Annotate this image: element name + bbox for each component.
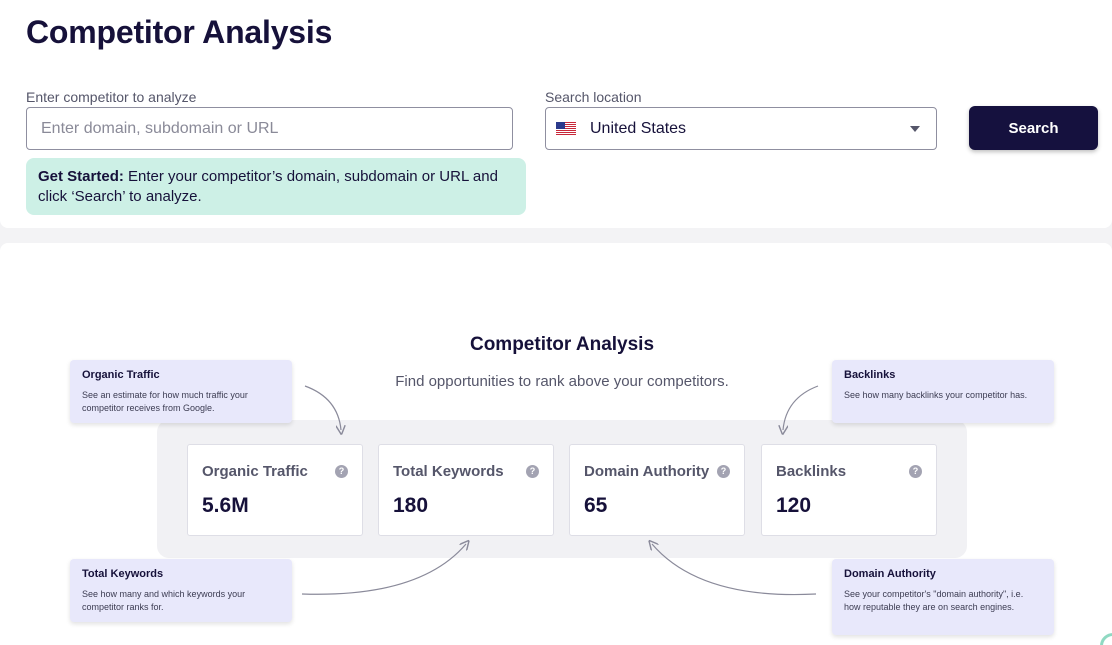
section-title: Competitor Analysis [469,334,655,355]
location-value: United States [590,119,687,137]
callout-total-keywords: Total Keywords See how many and which ke… [70,559,292,622]
get-started-tip: Get Started: Enter your competitor’s dom… [26,158,526,215]
help-icon[interactable]: ? [526,465,539,478]
metric-value: 120 [776,494,812,517]
search-button[interactable]: Search [969,106,1098,150]
page-title: Competitor Analysis [26,14,333,50]
metric-label: Backlinks [776,463,847,480]
metric-card-domain-authority: Domain Authority 65 ? [569,444,745,536]
metric-card-backlinks: Backlinks 120 ? [761,444,937,536]
metric-value: 180 [393,494,429,517]
metric-value: 5.6M [202,494,249,517]
tip-heading: Get Started: [38,168,124,185]
help-icon[interactable]: ? [909,465,922,478]
competitor-input[interactable] [26,107,513,150]
help-icon[interactable]: ? [717,465,730,478]
metric-card-total-keywords: Total Keywords 180 ? [378,444,554,536]
metric-label: Organic Traffic [202,463,308,480]
callout-title: Total Keywords [82,568,164,580]
metric-card-organic-traffic: Organic Traffic 5.6M ? [187,444,363,536]
us-flag-icon [556,122,576,135]
callout-description: See your competitor's "domain authority"… [844,589,1024,612]
section-subtitle: Find opportunities to rank above your co… [395,373,729,390]
location-select[interactable]: United States [545,107,937,150]
metric-label: Domain Authority [584,463,710,480]
callout-organic-traffic: Organic Traffic See an estimate for how … [70,360,292,423]
location-select-label: Search location [545,89,642,105]
callout-title: Domain Authority [844,568,936,580]
callout-description: See how many backlinks your competitor h… [844,390,1028,400]
competitor-input-label: Enter competitor to analyze [26,89,197,105]
metric-value: 65 [584,494,608,517]
callout-title: Backlinks [844,369,896,381]
chat-widget-icon[interactable] [1100,633,1112,645]
callout-title: Organic Traffic [82,369,160,381]
callout-description: See how many and which keywords your com… [82,589,246,612]
callout-domain-authority: Domain Authority See your competitor's "… [832,559,1054,635]
tip-text: Enter your competitor’s domain, subdomai… [38,168,498,205]
callout-description: See an estimate for how much traffic you… [82,390,248,413]
callout-backlinks: Backlinks See how many backlinks your co… [832,360,1054,423]
metric-label: Total Keywords [393,463,504,480]
help-icon[interactable]: ? [335,465,348,478]
chevron-down-icon [910,125,920,132]
